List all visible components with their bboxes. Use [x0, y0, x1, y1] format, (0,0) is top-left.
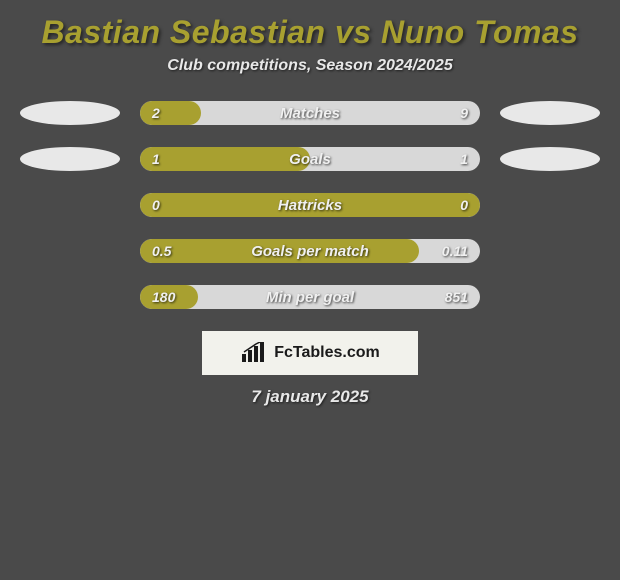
comparison-title: Bastian Sebastian vs Nuno Tomas	[0, 6, 620, 57]
stat-bar-bg	[140, 285, 480, 309]
stat-bar-bg	[140, 101, 480, 125]
stat-row: 2Matches9	[0, 101, 620, 125]
stat-bar-bg	[140, 147, 480, 171]
stat-bar-fill	[140, 285, 198, 309]
snapshot-date: 7 january 2025	[0, 387, 620, 407]
player-left-marker	[20, 147, 120, 171]
stat-bar: 180Min per goal851	[140, 285, 480, 309]
player-right-marker	[500, 147, 600, 171]
stat-bar-fill	[140, 101, 201, 125]
stat-bar: 0Hattricks0	[140, 193, 480, 217]
stat-row: 1Goals1	[0, 147, 620, 171]
stat-bar-fill	[140, 193, 480, 217]
stat-bar: 2Matches9	[140, 101, 480, 125]
comparison-subtitle: Club competitions, Season 2024/2025	[0, 57, 620, 101]
stat-row: 180Min per goal851	[0, 285, 620, 309]
stat-bar-bg	[140, 239, 480, 263]
stat-bar: 0.5Goals per match0.11	[140, 239, 480, 263]
stat-bar-fill	[140, 239, 419, 263]
stat-row: 0Hattricks0	[0, 193, 620, 217]
fctables-logo: FcTables.com	[202, 331, 418, 375]
stats-rows: 2Matches9 1Goals1 0Hattricks0 0.5Goals per …	[0, 101, 620, 309]
player-left-marker	[20, 101, 120, 125]
stat-bar-bg	[140, 193, 480, 217]
logo-text: FcTables.com	[274, 344, 380, 362]
stat-bar: 1Goals1	[140, 147, 480, 171]
player-right-marker	[500, 101, 600, 125]
bar-chart-icon	[240, 342, 268, 364]
stat-row: 0.5Goals per match0.11	[0, 239, 620, 263]
stat-bar-fill	[140, 147, 310, 171]
